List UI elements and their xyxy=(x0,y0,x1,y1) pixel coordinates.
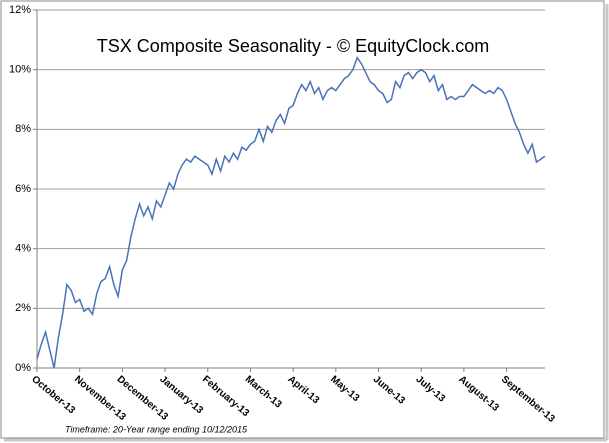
y-tick-label: 10% xyxy=(9,64,31,76)
y-tick-label: 0% xyxy=(15,362,31,374)
chart-title: TSX Composite Seasonality - © EquityCloc… xyxy=(97,36,489,56)
y-tick-label: 6% xyxy=(15,183,31,195)
y-tick-label: 12% xyxy=(9,4,31,16)
y-tick-label: 8% xyxy=(15,123,31,135)
footnote: Timeframe: 20-Year range ending 10/12/20… xyxy=(65,424,248,434)
y-tick-label: 2% xyxy=(15,302,31,314)
series-line xyxy=(36,56,546,369)
y-tick-label: 4% xyxy=(15,243,31,255)
